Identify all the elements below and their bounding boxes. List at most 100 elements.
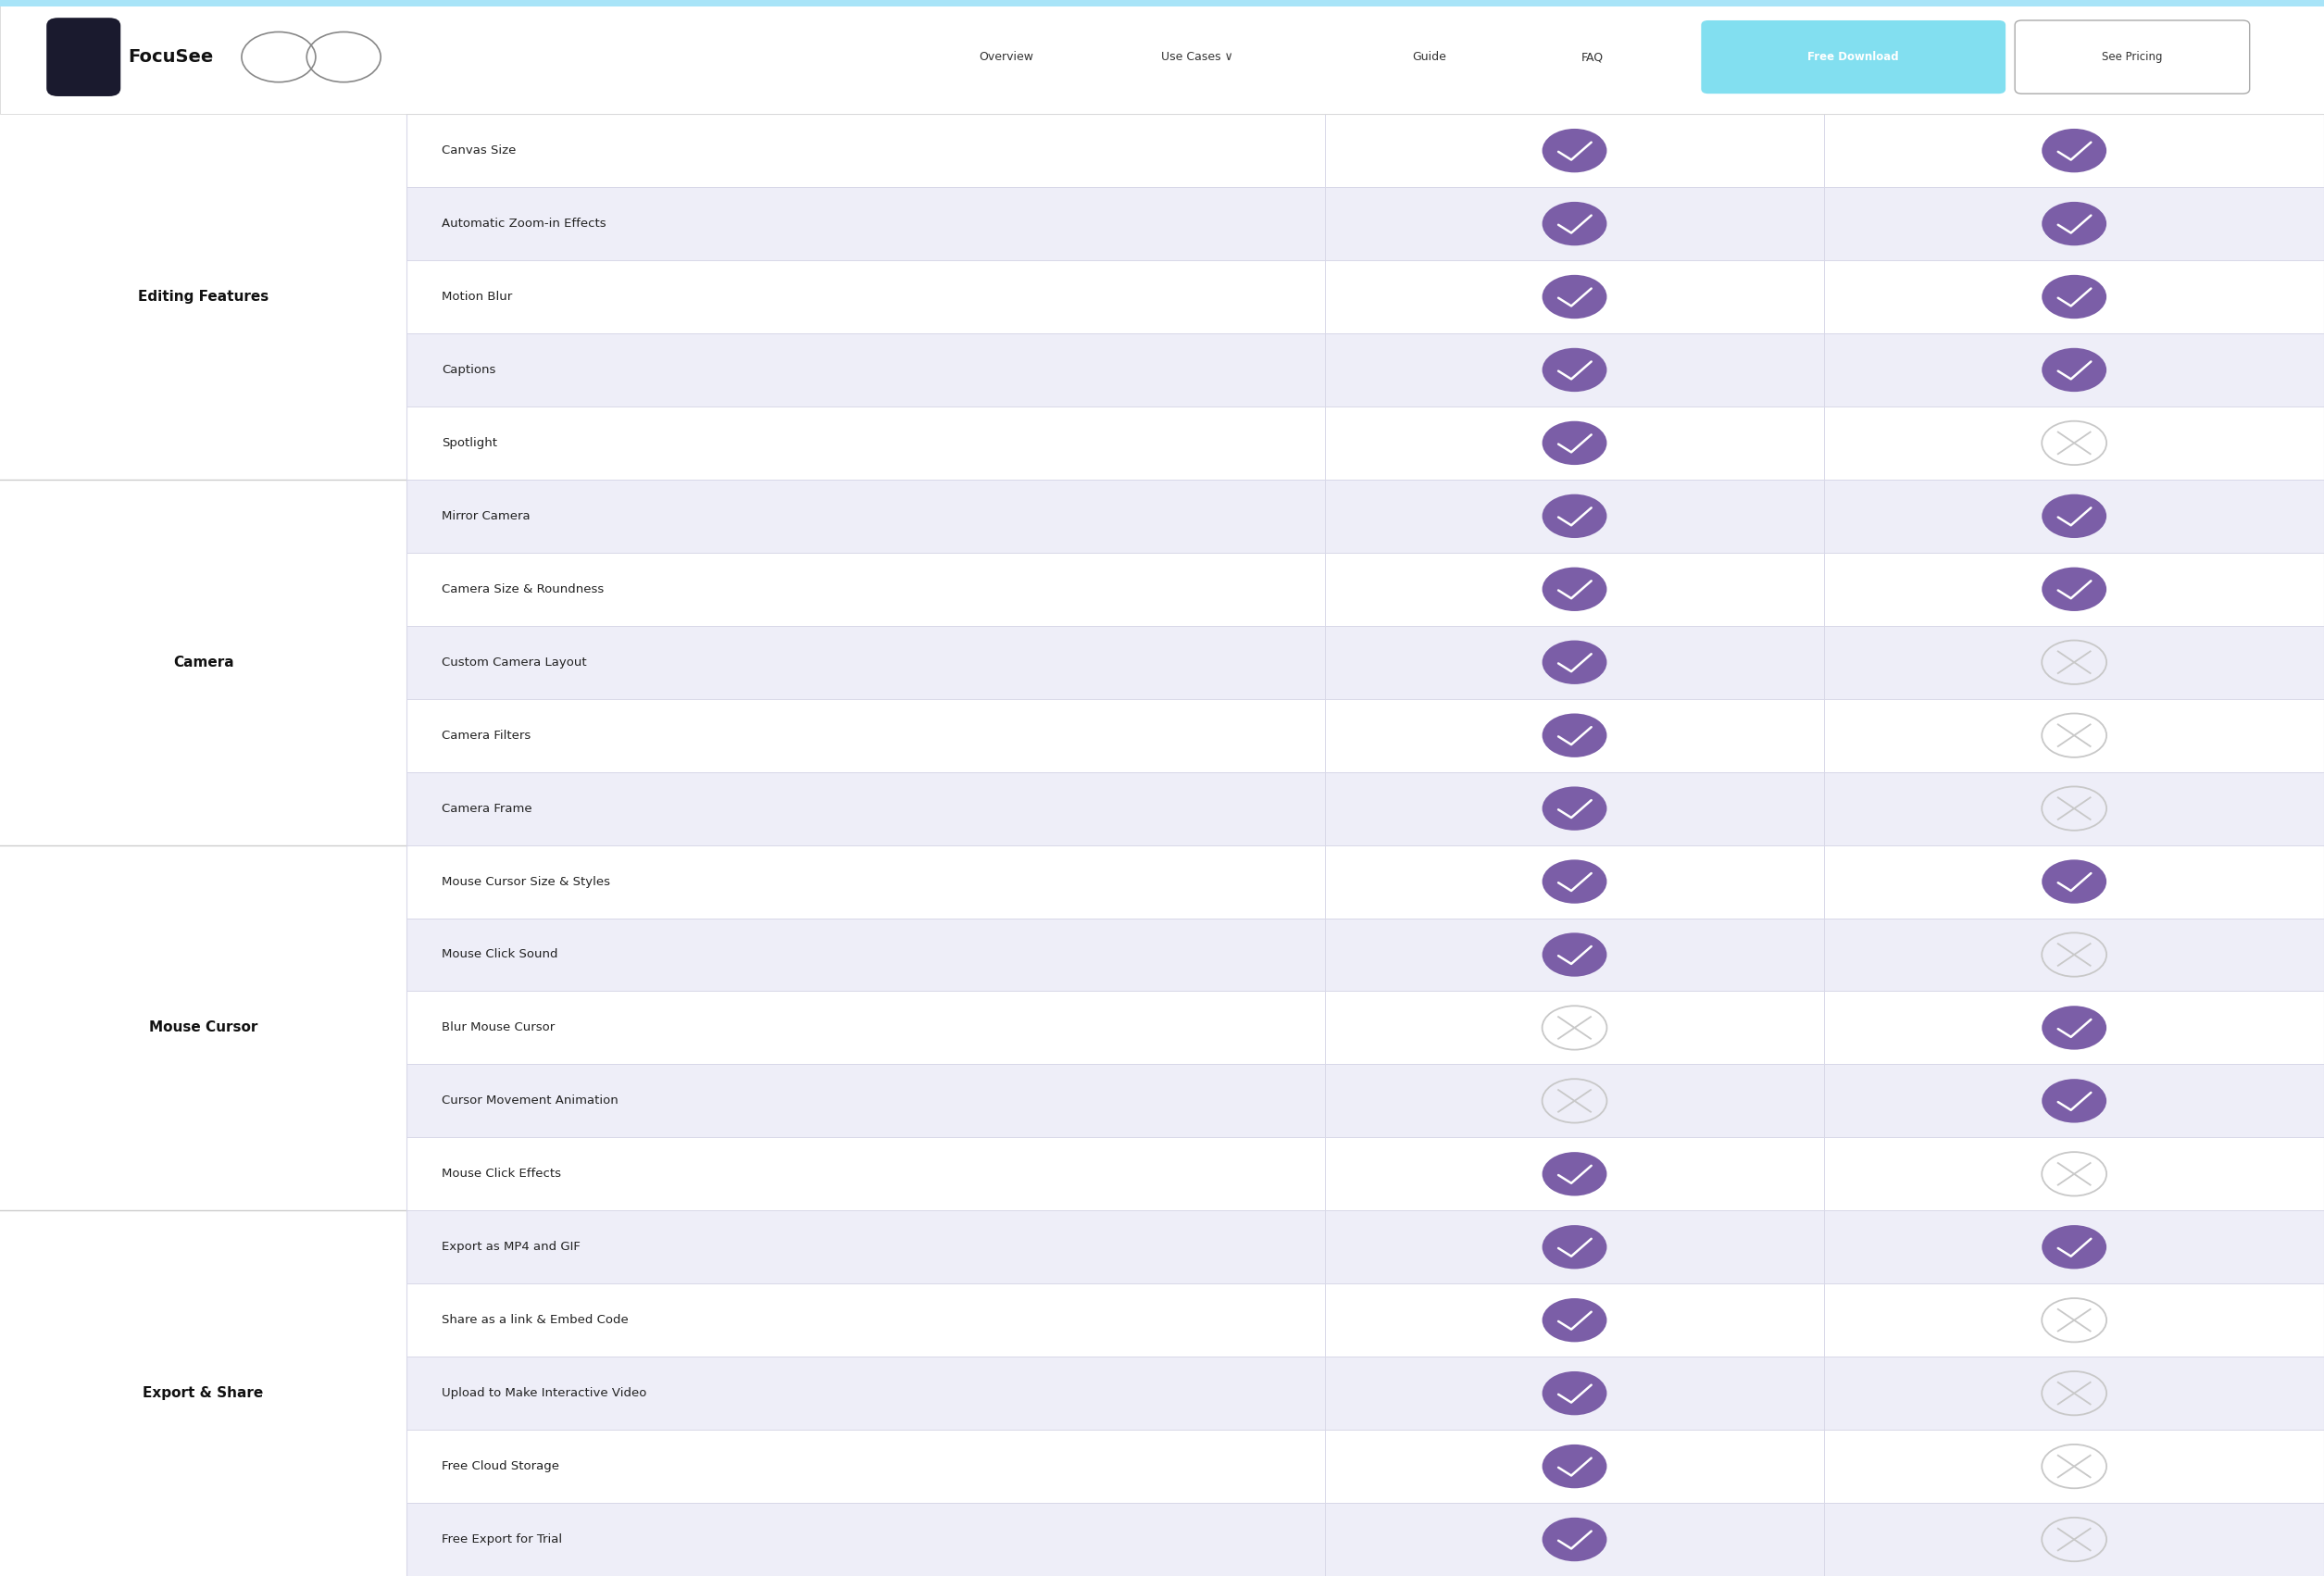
FancyBboxPatch shape	[1824, 553, 2324, 626]
Text: Blur Mouse Cursor: Blur Mouse Cursor	[442, 1021, 555, 1034]
FancyBboxPatch shape	[407, 1504, 1325, 1576]
Circle shape	[2043, 202, 2106, 246]
Text: Mouse Click Sound: Mouse Click Sound	[442, 949, 558, 961]
Circle shape	[2043, 274, 2106, 318]
Text: Camera Size & Roundness: Camera Size & Roundness	[442, 583, 604, 596]
FancyBboxPatch shape	[407, 626, 1325, 698]
Circle shape	[2043, 495, 2106, 537]
FancyBboxPatch shape	[1824, 1504, 2324, 1576]
FancyBboxPatch shape	[407, 772, 1325, 845]
FancyBboxPatch shape	[1325, 260, 1824, 334]
Circle shape	[1543, 714, 1606, 758]
FancyBboxPatch shape	[0, 407, 407, 479]
FancyBboxPatch shape	[1824, 334, 2324, 407]
Text: Camera Filters: Camera Filters	[442, 730, 530, 741]
FancyBboxPatch shape	[1325, 1064, 1824, 1138]
FancyBboxPatch shape	[407, 1210, 1325, 1283]
Circle shape	[1543, 348, 1606, 392]
FancyBboxPatch shape	[0, 1357, 407, 1429]
Text: Mouse Cursor: Mouse Cursor	[149, 1021, 258, 1035]
FancyBboxPatch shape	[1824, 991, 2324, 1064]
FancyBboxPatch shape	[1824, 626, 2324, 698]
Circle shape	[1543, 933, 1606, 977]
Circle shape	[1543, 129, 1606, 172]
FancyBboxPatch shape	[1325, 1429, 1824, 1504]
FancyBboxPatch shape	[0, 0, 2324, 6]
FancyBboxPatch shape	[0, 772, 407, 845]
Circle shape	[1543, 421, 1606, 465]
FancyBboxPatch shape	[0, 626, 407, 698]
FancyBboxPatch shape	[0, 113, 407, 188]
FancyBboxPatch shape	[1824, 479, 2324, 553]
FancyBboxPatch shape	[407, 919, 1325, 991]
Text: Mouse Cursor Size & Styles: Mouse Cursor Size & Styles	[442, 876, 611, 887]
Text: Free Cloud Storage: Free Cloud Storage	[442, 1461, 560, 1472]
FancyBboxPatch shape	[407, 991, 1325, 1064]
FancyBboxPatch shape	[407, 188, 1325, 260]
FancyBboxPatch shape	[1824, 188, 2324, 260]
FancyBboxPatch shape	[1325, 1357, 1824, 1429]
FancyBboxPatch shape	[407, 845, 1325, 919]
FancyBboxPatch shape	[0, 553, 407, 626]
FancyBboxPatch shape	[0, 479, 407, 553]
FancyBboxPatch shape	[0, 188, 407, 260]
Text: Overview: Overview	[978, 50, 1034, 63]
FancyBboxPatch shape	[407, 407, 1325, 479]
FancyBboxPatch shape	[0, 991, 407, 1064]
FancyBboxPatch shape	[1824, 1210, 2324, 1283]
Circle shape	[1543, 202, 1606, 246]
FancyBboxPatch shape	[0, 0, 2324, 113]
FancyBboxPatch shape	[0, 1138, 407, 1210]
Text: Spotlight: Spotlight	[442, 437, 497, 449]
Text: Captions: Captions	[442, 364, 495, 377]
FancyBboxPatch shape	[1824, 260, 2324, 334]
Text: Guide: Guide	[1413, 50, 1446, 63]
FancyBboxPatch shape	[0, 1283, 407, 1357]
Circle shape	[2043, 859, 2106, 903]
FancyBboxPatch shape	[1325, 626, 1824, 698]
FancyBboxPatch shape	[2015, 20, 2250, 93]
FancyBboxPatch shape	[0, 1064, 407, 1138]
Circle shape	[1543, 495, 1606, 537]
FancyBboxPatch shape	[1325, 991, 1824, 1064]
FancyBboxPatch shape	[1824, 698, 2324, 772]
Circle shape	[1543, 1152, 1606, 1196]
Text: Share as a link & Embed Code: Share as a link & Embed Code	[442, 1314, 627, 1325]
FancyBboxPatch shape	[1325, 772, 1824, 845]
FancyBboxPatch shape	[1325, 188, 1824, 260]
Circle shape	[1543, 1518, 1606, 1562]
FancyBboxPatch shape	[407, 113, 1325, 188]
FancyBboxPatch shape	[1325, 407, 1824, 479]
FancyBboxPatch shape	[407, 553, 1325, 626]
Text: FAQ: FAQ	[1580, 50, 1604, 63]
FancyBboxPatch shape	[1325, 845, 1824, 919]
FancyBboxPatch shape	[407, 1283, 1325, 1357]
FancyBboxPatch shape	[1325, 113, 1824, 188]
FancyBboxPatch shape	[1824, 1429, 2324, 1504]
Text: See Pricing: See Pricing	[2101, 50, 2164, 63]
Circle shape	[1543, 786, 1606, 831]
FancyBboxPatch shape	[0, 1504, 407, 1576]
FancyBboxPatch shape	[0, 334, 407, 407]
FancyBboxPatch shape	[1824, 1138, 2324, 1210]
FancyBboxPatch shape	[1824, 845, 2324, 919]
FancyBboxPatch shape	[1325, 1283, 1824, 1357]
FancyBboxPatch shape	[1824, 407, 2324, 479]
FancyBboxPatch shape	[1824, 1357, 2324, 1429]
Circle shape	[2043, 129, 2106, 172]
Text: Export & Share: Export & Share	[144, 1387, 263, 1399]
FancyBboxPatch shape	[407, 479, 1325, 553]
Circle shape	[2043, 567, 2106, 611]
Text: Use Cases ∨: Use Cases ∨	[1162, 50, 1232, 63]
FancyBboxPatch shape	[407, 1429, 1325, 1504]
FancyBboxPatch shape	[1325, 334, 1824, 407]
FancyBboxPatch shape	[407, 1064, 1325, 1138]
Text: Custom Camera Layout: Custom Camera Layout	[442, 656, 586, 668]
FancyBboxPatch shape	[0, 1210, 407, 1283]
FancyBboxPatch shape	[1824, 113, 2324, 188]
FancyBboxPatch shape	[1824, 919, 2324, 991]
Text: Export as MP4 and GIF: Export as MP4 and GIF	[442, 1240, 581, 1253]
Circle shape	[2043, 348, 2106, 392]
FancyBboxPatch shape	[0, 1429, 407, 1504]
Circle shape	[1543, 640, 1606, 684]
